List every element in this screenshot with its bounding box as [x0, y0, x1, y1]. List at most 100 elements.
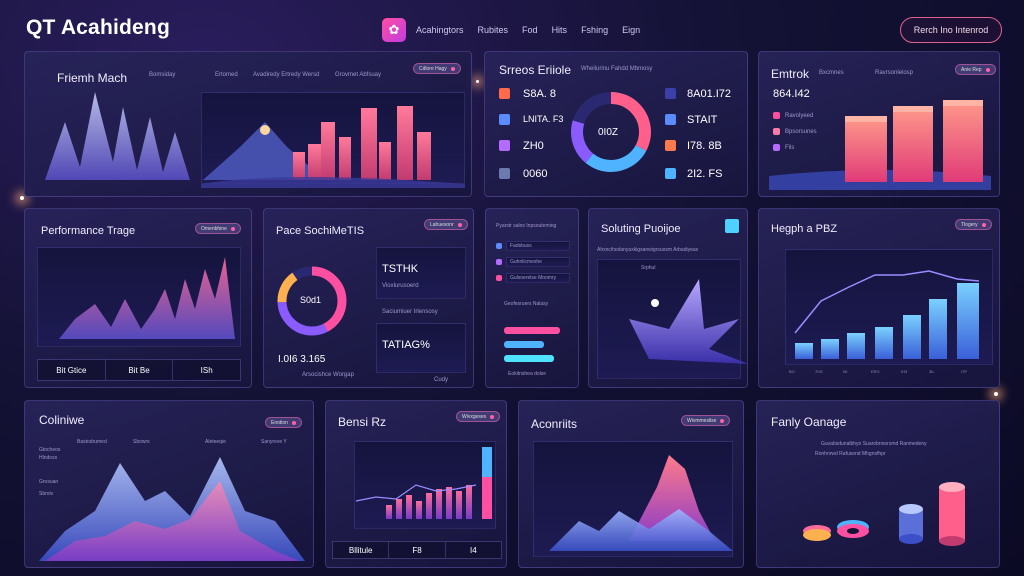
list-bullet-icon	[773, 128, 780, 135]
card-aconriits: Aconriits Wivmmeslise	[518, 400, 744, 568]
metric-panel	[376, 247, 466, 299]
area-chart	[59, 257, 235, 339]
list-item: Guhnlicmeshe	[510, 259, 542, 265]
nav-item[interactable]: Hits	[551, 25, 568, 35]
list-item: Fils	[785, 145, 795, 151]
list-item: Gulsoerelse Moomry	[510, 275, 557, 281]
metric-value: TATIAG%	[382, 339, 430, 351]
chart-marker-label: Srphul	[641, 265, 656, 271]
card-title: Emtrok	[771, 67, 810, 81]
metric-value: 8A01.I72	[687, 88, 732, 100]
card-menu-pill[interactable]: Wivxgeses	[456, 411, 501, 422]
metric-subtitle: Vioxlurusoerd	[382, 283, 419, 289]
card-subtitle: Sanyreve Y	[261, 439, 287, 445]
card-menu-pill[interactable]: Lahuesonr	[424, 219, 468, 230]
card-subtitle: Saciumiuer Irlensosy	[382, 309, 438, 315]
x-tick-label: IH3	[901, 369, 908, 374]
header-action-button[interactable]: Rerch Ino Intenrod	[900, 17, 1002, 43]
glow-star	[476, 80, 479, 83]
card-bensi-rz: Bensi Rz Wivxgeses Bllitule F8 I4	[325, 400, 507, 568]
metric-value: I.0I6 3.165	[278, 354, 326, 365]
card-menu-pill[interactable]: Enotion	[265, 417, 302, 428]
crystal-illustration	[45, 92, 465, 188]
card-subtitle: Bomsiday	[149, 72, 176, 78]
card-subtitle: Sbowrs	[133, 439, 150, 445]
metric-icon	[499, 168, 510, 179]
metric-value: 2I2. FS	[687, 168, 723, 180]
metric-value: ZH0	[523, 140, 544, 152]
top-nav: ✿ Acahingtors Rubites Fod Hits Fshing Ei…	[382, 18, 654, 42]
chart-button[interactable]: F8	[389, 542, 446, 558]
list-icon	[496, 275, 502, 281]
button-row: Bit Gtice Bit Be ISh	[37, 359, 241, 381]
list-item: Fadsbuss	[510, 243, 532, 249]
chart-button[interactable]: Bit Gtice	[38, 360, 106, 380]
bar-chart	[355, 447, 492, 519]
chart-button[interactable]: I4	[469, 545, 477, 555]
x-tick-label: I5I	[843, 369, 848, 374]
card-subtitle: Guvabsdunalbhyo Suarobnnorsmd Ranmedeny	[821, 441, 927, 447]
legend-item: Sbroiv	[39, 491, 54, 497]
card-menu-pill[interactable]: Tlogery	[955, 219, 992, 230]
chart-button[interactable]: ISh	[200, 365, 213, 375]
card-subtitle: Ronhnrwd Rafusend Mhgnsfhpr	[815, 451, 886, 457]
card-title: Aconriits	[531, 417, 578, 431]
list-row	[506, 273, 570, 283]
metric-subtitle: Arsocishce Worgap	[302, 372, 354, 378]
list-icon	[496, 259, 502, 265]
card-footer: Eokitnshea dolse	[508, 371, 547, 377]
metric-icon	[665, 88, 676, 99]
card-fanly-oanage: Fanly Oanage Guvabsdunalbhyo Suarobnnors…	[756, 400, 1000, 568]
chart-button[interactable]: Bit Be	[106, 360, 174, 380]
ring-center-label: S0d1	[300, 295, 322, 305]
metric-icon	[499, 88, 510, 99]
card-title: Bensi Rz	[338, 415, 387, 429]
glow-star	[20, 196, 24, 200]
legend-item: Grosuan	[39, 479, 59, 485]
chart-button[interactable]: Bllitule	[333, 542, 390, 558]
list-bullet-icon	[773, 144, 780, 151]
metric-value: LNITA. F3	[523, 114, 564, 124]
card-soluting-puoijoe: Soluting Puoijoe Ahxncihodanyaxkigsanwig…	[588, 208, 748, 388]
card-subtitle: Bastodrumed	[77, 439, 107, 445]
x-tick-label: BO	[789, 369, 795, 374]
x-tick-label: ERG	[871, 369, 880, 374]
card-menu-pill[interactable]: Cdlore Hagy	[413, 63, 461, 74]
nav-item[interactable]: Rubites	[477, 25, 509, 35]
card-subtitle: Ravrsonlelosp	[875, 70, 914, 76]
card-title: Friemh Mach	[57, 71, 128, 85]
x-tick-label: I7P	[961, 369, 968, 374]
list-item: Bpsorsunes	[785, 129, 817, 135]
nav-item[interactable]: Fshing	[581, 25, 609, 35]
x-tick-label: 7I92	[815, 369, 823, 374]
card-pace-sochimetis: Pace SochiMeTIS Lahuesonr S0d1 TSTHK Vio…	[263, 208, 474, 388]
card-subtitle: Ertomed	[215, 72, 238, 78]
card-emtrok: Emtrok Bxcmnes Ravrsonlelosp Anie Rep 86…	[758, 51, 1000, 197]
list-row	[506, 257, 570, 267]
metric-value: S8A. 8	[523, 88, 557, 100]
nav-item[interactable]: Eign	[622, 25, 641, 35]
nav-item[interactable]: Fod	[522, 25, 538, 35]
card-menu-pill[interactable]: Anie Rep	[955, 64, 996, 75]
progress-bars	[504, 327, 560, 362]
card-menu-pill[interactable]: Wivmmeslise	[681, 415, 731, 426]
app-logo-icon[interactable]: ✿	[382, 18, 406, 42]
metric-value: STAIT	[687, 114, 718, 126]
card-srreos-eriiole: Srreos Eriiole Wheilurinu Fahdd Mbmosy S…	[484, 51, 748, 197]
metric-value: TSTHK	[382, 263, 419, 275]
mountain-area-chart	[39, 457, 305, 561]
app-title: QT Acahideng	[26, 16, 170, 39]
donut-center-label: 0I0Z	[598, 127, 619, 138]
metric-subtitle: Cudy	[434, 377, 449, 383]
legend-item: Hlndoss	[39, 455, 58, 461]
card-performance-trage: Performance Trage Omenbhine Bit Gtice Bi…	[24, 208, 252, 388]
settings-icon[interactable]	[725, 219, 739, 233]
metric-panel	[376, 323, 466, 373]
card-title: Pace SochiMeTIS	[276, 225, 365, 237]
card-friemh-mach: Friemh Mach Bomsiday Ertomed Avadiredy E…	[24, 51, 472, 197]
stacked-disc-illustration	[803, 482, 965, 546]
card-menu-pill[interactable]: Omenbhine	[195, 223, 241, 234]
list-icon	[496, 243, 502, 249]
nav-item[interactable]: Acahingtors	[416, 25, 464, 35]
card-subtitle: Wheilurinu Fahdd Mbmosy	[581, 66, 653, 72]
